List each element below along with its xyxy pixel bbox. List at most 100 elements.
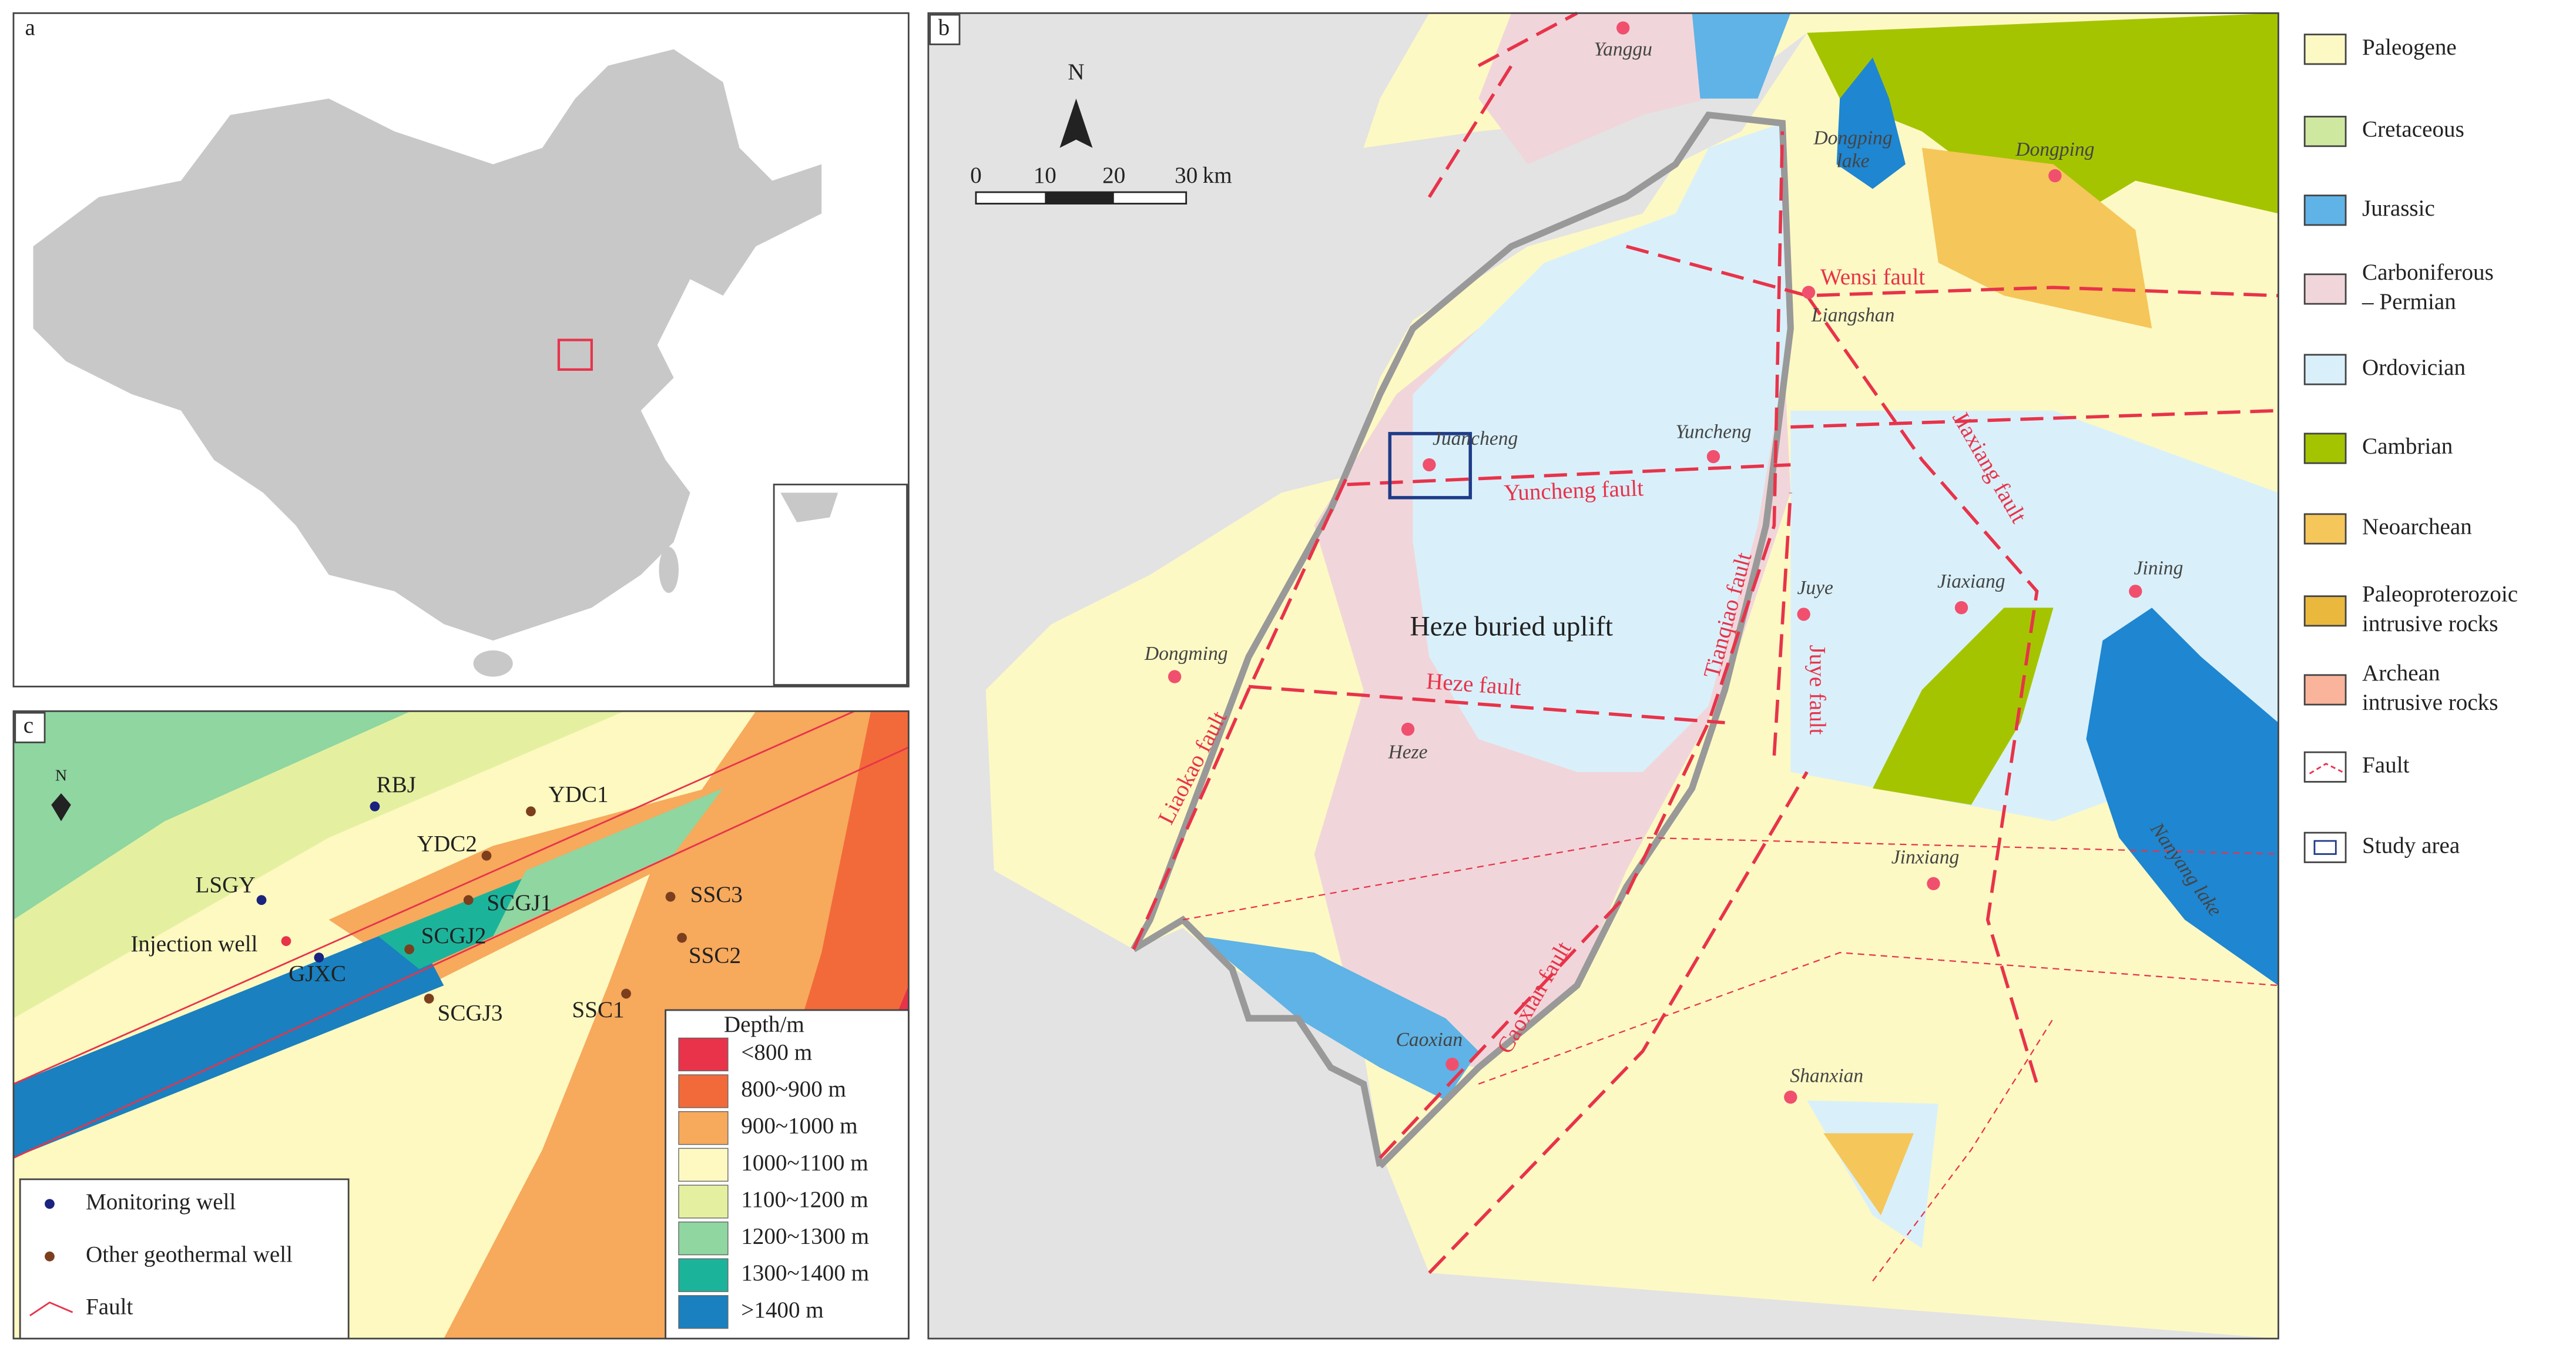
place-dot bbox=[1706, 450, 1720, 464]
nanyang-lake bbox=[2086, 608, 2279, 986]
place-dot bbox=[1423, 458, 1436, 472]
faults bbox=[1132, 11, 2279, 1274]
well-legend bbox=[19, 1178, 350, 1340]
well-legend-label: Monitoring well bbox=[86, 1189, 236, 1215]
north-label: N bbox=[55, 767, 67, 785]
neoarchean bbox=[1823, 1133, 1914, 1216]
well-dot bbox=[256, 895, 267, 905]
legend-label: – Permian bbox=[2362, 289, 2456, 314]
depth-label: 1300~1400 m bbox=[741, 1260, 869, 1286]
north-arrow bbox=[51, 793, 71, 821]
fault-line bbox=[1132, 475, 1349, 950]
legend-swatch bbox=[2303, 273, 2347, 305]
legend-fault-symbol bbox=[2309, 763, 2343, 774]
well-dot bbox=[404, 944, 414, 954]
well-dot bbox=[677, 933, 687, 943]
legend-swatch bbox=[2303, 354, 2347, 385]
location-box bbox=[557, 338, 593, 371]
geologic-map: N Heze buried uplift bbox=[928, 11, 2279, 1339]
well-dot bbox=[281, 936, 291, 947]
legend-swatch bbox=[2303, 432, 2347, 464]
zone bbox=[13, 711, 411, 920]
panel-label: b bbox=[938, 15, 950, 40]
place-label: Shanxian bbox=[1790, 1065, 1863, 1086]
scale-label: 10 bbox=[1034, 163, 1056, 188]
fault-line bbox=[1805, 294, 2039, 1085]
north-arrow bbox=[1059, 98, 1093, 148]
well-label: GJXC bbox=[289, 961, 346, 986]
place-label: Jinxiang bbox=[1891, 847, 1959, 868]
depth-label: 1000~1100 m bbox=[741, 1150, 868, 1175]
well-label: SSC2 bbox=[689, 943, 741, 968]
legend-label: Neoarchean bbox=[2362, 514, 2472, 539]
dongping-lake bbox=[1836, 57, 1906, 189]
cambrian bbox=[1873, 608, 2054, 805]
scale-label: 0 bbox=[970, 163, 982, 188]
well-dot bbox=[370, 801, 380, 811]
jurassic bbox=[1199, 936, 1479, 1101]
minor-faults bbox=[1182, 837, 2279, 1282]
place-label: Dongming bbox=[1144, 643, 1228, 665]
inset-land bbox=[780, 492, 838, 522]
legend-dot bbox=[45, 1251, 55, 1262]
place-label: Juancheng bbox=[1433, 428, 1518, 450]
scale-unit: km bbox=[1203, 163, 1232, 188]
legend-label: Ordovician bbox=[2362, 355, 2466, 380]
legend-label: Carboniferous bbox=[2362, 260, 2494, 285]
taiwan bbox=[659, 546, 679, 593]
fault-line bbox=[1428, 771, 1809, 1274]
depth-swatch bbox=[678, 1074, 729, 1108]
zone bbox=[13, 923, 444, 1158]
well-dot bbox=[463, 895, 474, 905]
depth-label: 1200~1300 m bbox=[741, 1224, 869, 1249]
place-dot bbox=[1445, 1058, 1459, 1071]
well-dot bbox=[665, 891, 676, 902]
place-label: Dongping bbox=[2015, 139, 2094, 160]
place-label: Liangshan bbox=[1811, 304, 1895, 326]
legend-swatch bbox=[2303, 751, 2347, 783]
place-dot bbox=[1616, 21, 1630, 35]
legend-label: intrusive rocks bbox=[2362, 690, 2498, 715]
label-box bbox=[929, 14, 961, 45]
place-dot bbox=[1954, 601, 1968, 615]
well-legend-label: Fault bbox=[86, 1294, 133, 1320]
well-label: YDC2 bbox=[417, 831, 477, 856]
well-label: Injection well bbox=[130, 931, 257, 957]
scale-label: 30 bbox=[1175, 163, 1198, 188]
depth-label: >1400 m bbox=[741, 1297, 824, 1323]
depth-swatch bbox=[678, 1258, 729, 1292]
zone bbox=[378, 870, 543, 970]
zone bbox=[493, 788, 723, 937]
scale-bar-segment bbox=[1045, 192, 1114, 204]
place-label: Jining bbox=[2134, 558, 2183, 579]
depth-swatch bbox=[678, 1295, 729, 1329]
scale-label: 20 bbox=[1102, 163, 1125, 188]
place-label: Yuncheng bbox=[1675, 421, 1751, 443]
place-label: Caoxian bbox=[1396, 1029, 1463, 1051]
fault-line bbox=[1772, 492, 1793, 756]
panel-b-frame bbox=[927, 12, 2279, 1340]
depth-label: <800 m bbox=[741, 1039, 812, 1065]
legend-swatch bbox=[2303, 194, 2347, 226]
legend-label: Jurassic bbox=[2362, 196, 2435, 221]
place-label: Heze bbox=[1388, 742, 1428, 763]
well-label: SSC1 bbox=[572, 997, 624, 1022]
study-area bbox=[1388, 432, 1473, 499]
north-label: N bbox=[1068, 59, 1084, 85]
lake-label: Dongping bbox=[1813, 127, 1892, 149]
well-dot bbox=[621, 988, 631, 999]
place-dot bbox=[2129, 585, 2142, 598]
place-label: Yanggu bbox=[1594, 38, 1652, 60]
depth-label: 1100~1200 m bbox=[741, 1187, 868, 1212]
place-dot bbox=[1802, 286, 1816, 299]
place-dot bbox=[2048, 169, 2062, 183]
fault-line bbox=[1378, 131, 1785, 1159]
place-label: Jiaxiang bbox=[1937, 571, 2005, 592]
well-label: SCGJ3 bbox=[438, 1000, 503, 1025]
depth-swatch bbox=[678, 1221, 729, 1256]
uplift-label: Heze buried uplift bbox=[1410, 611, 1613, 642]
fault-line bbox=[1347, 463, 1791, 487]
lake-label: lake bbox=[1837, 150, 1870, 172]
